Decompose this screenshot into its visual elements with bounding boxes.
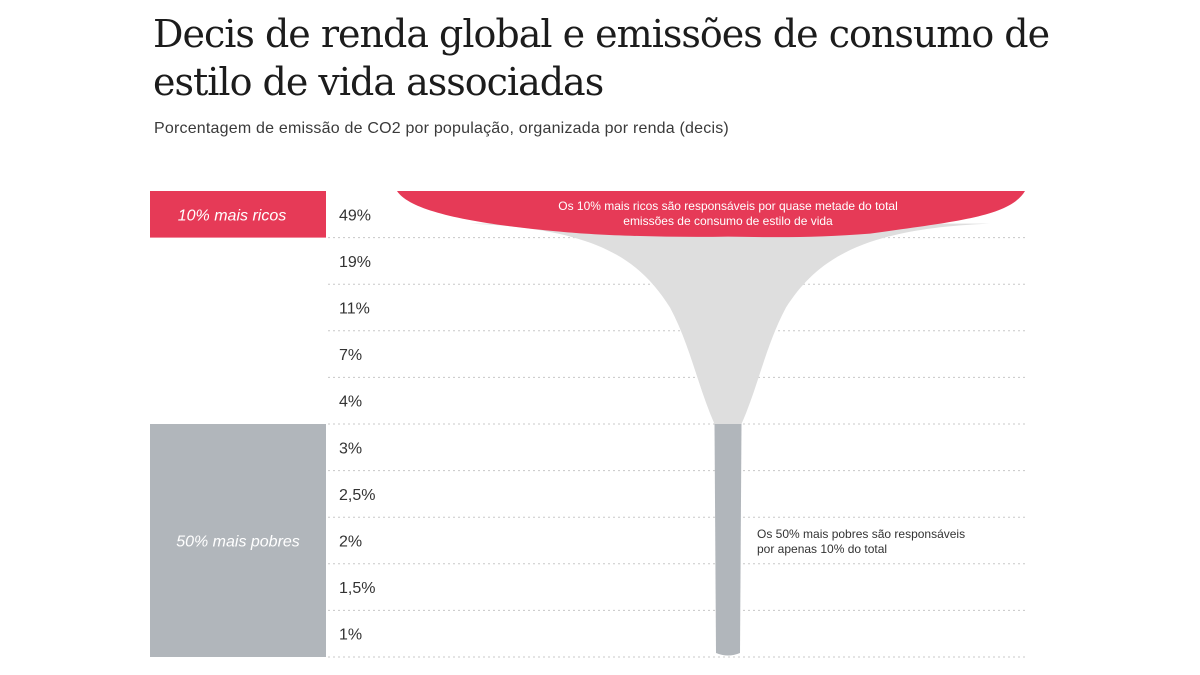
decile-value-label: 2,5% [339, 487, 375, 504]
group-label-poor: 50% mais pobres [176, 534, 300, 551]
chart-subtitle: Porcentagem de emissão de CO2 por popula… [154, 120, 729, 137]
decile-value-label: 2% [339, 534, 362, 551]
annotation-rich-line: Os 10% mais ricos são responsáveis por q… [558, 199, 898, 213]
annotation-rich-line: emissões de consumo de estilo de vida [623, 214, 833, 228]
decile-value-label: 4% [339, 394, 362, 411]
group-label-rich: 10% mais ricos [178, 207, 286, 224]
annotation-poor-line: por apenas 10% do total [757, 542, 887, 556]
funnel-poor-segment [714, 424, 742, 656]
chart-title: Decis de renda global e emissões de cons… [153, 12, 1050, 104]
decile-value-label: 1% [339, 627, 362, 644]
decile-value-label: 19% [339, 254, 371, 271]
decile-value-label: 49% [339, 207, 371, 224]
decile-value-label: 11% [339, 301, 370, 318]
funnel-rich-segment [397, 191, 1025, 238]
group-block-rich [150, 191, 326, 238]
funnel-middle-segment [470, 223, 990, 424]
annotation-poor-line: Os 50% mais pobres são responsáveis [757, 527, 965, 541]
decile-value-label: 1,5% [339, 580, 375, 597]
decile-value-label: 7% [339, 347, 362, 364]
group-block-poor [150, 424, 326, 657]
decile-value-label: 3% [339, 440, 362, 457]
